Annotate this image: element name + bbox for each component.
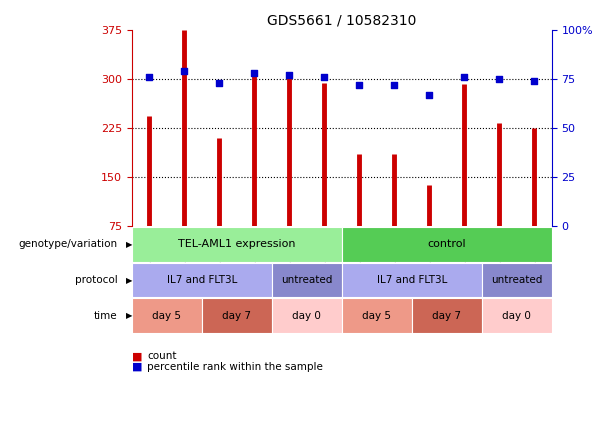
Text: control: control bbox=[427, 239, 466, 250]
Point bbox=[319, 74, 329, 80]
Point bbox=[424, 91, 434, 98]
Bar bbox=[272, 263, 342, 297]
Point bbox=[494, 75, 504, 82]
Text: percentile rank within the sample: percentile rank within the sample bbox=[147, 362, 323, 372]
Title: GDS5661 / 10582310: GDS5661 / 10582310 bbox=[267, 13, 416, 27]
Point bbox=[354, 81, 364, 88]
Point bbox=[284, 71, 294, 78]
Text: day 7: day 7 bbox=[223, 310, 251, 321]
Bar bbox=[132, 227, 342, 262]
Text: count: count bbox=[147, 351, 177, 361]
Bar bbox=[202, 298, 272, 333]
Text: time: time bbox=[94, 310, 118, 321]
Point bbox=[145, 74, 154, 80]
Text: IL7 and FLT3L: IL7 and FLT3L bbox=[376, 275, 447, 285]
Text: untreated: untreated bbox=[491, 275, 543, 285]
Text: ▶: ▶ bbox=[126, 240, 132, 249]
Bar bbox=[412, 298, 482, 333]
Text: day 5: day 5 bbox=[362, 310, 391, 321]
Bar bbox=[132, 298, 202, 333]
Point bbox=[389, 81, 399, 88]
Bar bbox=[342, 298, 412, 333]
Bar bbox=[482, 263, 552, 297]
Text: protocol: protocol bbox=[75, 275, 118, 285]
Bar bbox=[272, 298, 342, 333]
Text: day 5: day 5 bbox=[152, 310, 181, 321]
Text: IL7 and FLT3L: IL7 and FLT3L bbox=[167, 275, 237, 285]
Bar bbox=[342, 227, 552, 262]
Point bbox=[180, 68, 189, 74]
Point bbox=[249, 69, 259, 76]
Text: ■: ■ bbox=[132, 351, 142, 361]
Text: ▶: ▶ bbox=[126, 275, 132, 285]
Text: untreated: untreated bbox=[281, 275, 332, 285]
Point bbox=[215, 80, 224, 86]
Text: day 0: day 0 bbox=[292, 310, 321, 321]
Point bbox=[459, 74, 469, 80]
Bar bbox=[482, 298, 552, 333]
Text: day 0: day 0 bbox=[502, 310, 531, 321]
Text: ■: ■ bbox=[132, 362, 142, 372]
Bar bbox=[342, 263, 482, 297]
Text: genotype/variation: genotype/variation bbox=[18, 239, 118, 250]
Point bbox=[529, 77, 539, 84]
Text: day 7: day 7 bbox=[432, 310, 461, 321]
Text: TEL-AML1 expression: TEL-AML1 expression bbox=[178, 239, 295, 250]
Bar bbox=[132, 263, 272, 297]
Text: ▶: ▶ bbox=[126, 311, 132, 320]
